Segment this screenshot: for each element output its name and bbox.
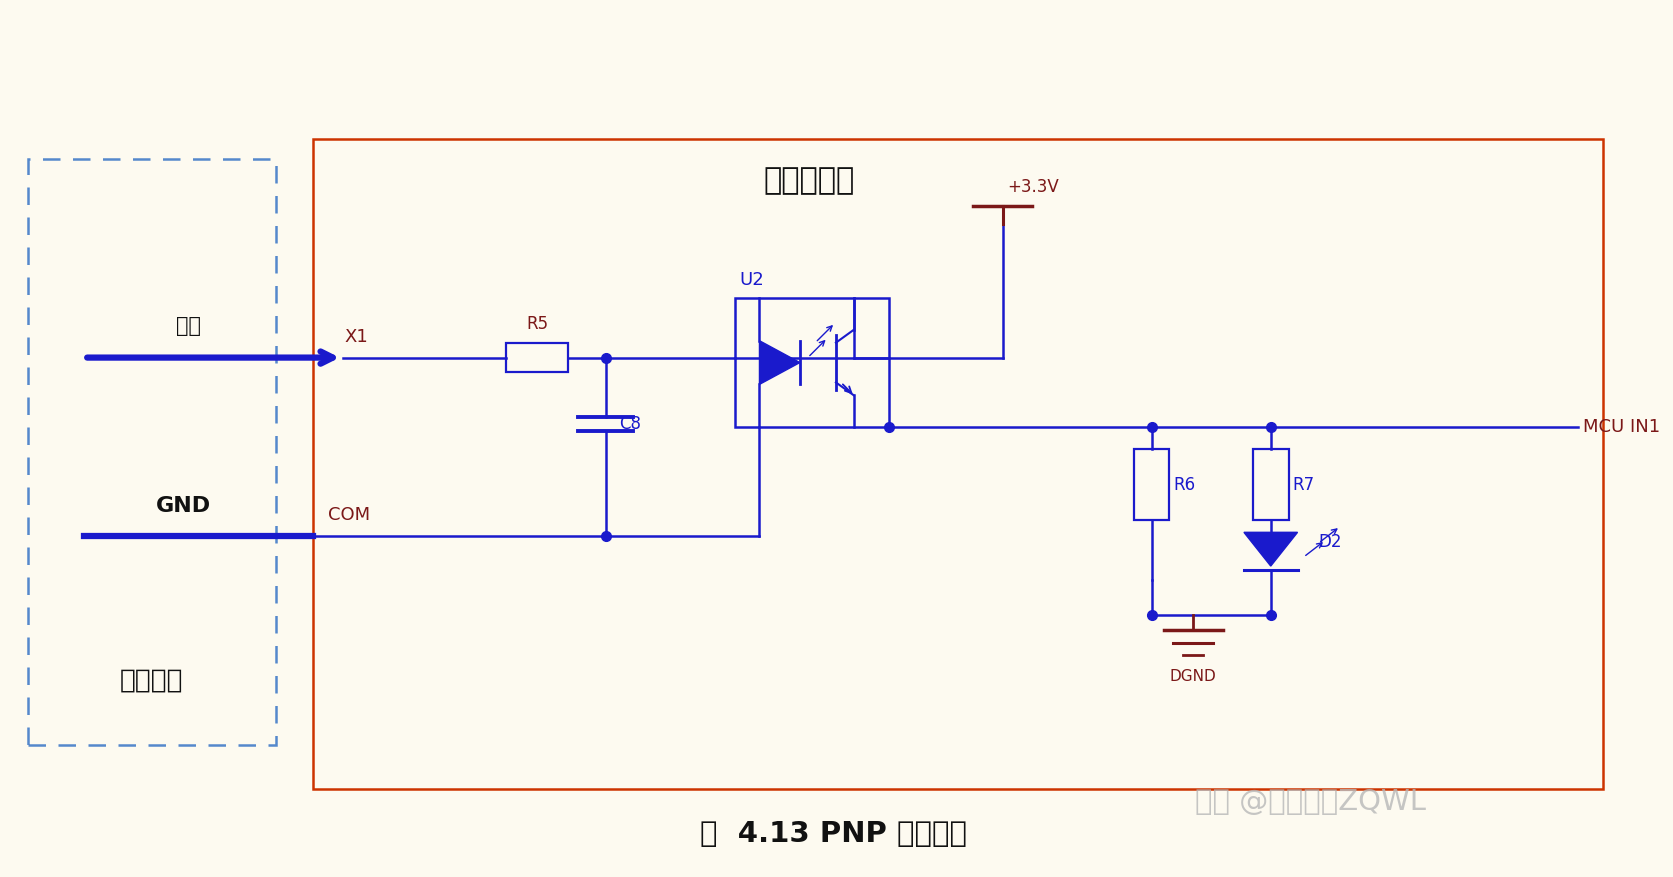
Text: D2: D2 [1318, 533, 1342, 552]
Text: R7: R7 [1292, 475, 1313, 494]
Bar [1251, 449, 1288, 520]
Bar [28, 159, 276, 745]
Text: MCU IN1: MCU IN1 [1583, 418, 1660, 436]
Text: GND: GND [156, 496, 211, 517]
Text: 输出: 输出 [176, 316, 201, 336]
Text: COM: COM [328, 506, 370, 524]
Bar [1133, 449, 1169, 520]
Text: 控制板内部: 控制板内部 [763, 167, 855, 196]
Text: DGND: DGND [1169, 669, 1216, 684]
Polygon shape [1243, 532, 1297, 566]
Text: R5: R5 [525, 315, 547, 332]
Text: U2: U2 [739, 271, 765, 289]
Text: R6: R6 [1173, 475, 1195, 494]
Bar [313, 139, 1603, 789]
Text: 外部设备: 外部设备 [120, 667, 184, 693]
Polygon shape [760, 340, 800, 384]
Text: 图  4.13 PNP 接线方式: 图 4.13 PNP 接线方式 [699, 820, 967, 848]
Text: X1: X1 [345, 328, 368, 346]
Bar [734, 298, 888, 427]
Text: 知乎 @智嵌物联ZQWL: 知乎 @智嵌物联ZQWL [1195, 788, 1425, 816]
Text: +3.3V: +3.3V [1007, 178, 1059, 196]
Text: C8: C8 [619, 415, 641, 433]
Bar [505, 343, 567, 373]
